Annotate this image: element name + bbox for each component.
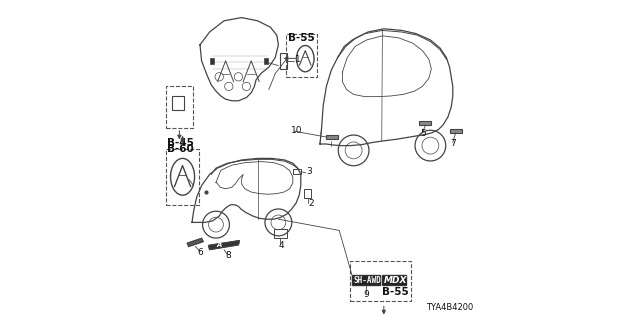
Bar (419, 121, 431, 125)
Bar (287, 34, 317, 77)
Bar (166, 86, 193, 128)
Polygon shape (187, 238, 204, 246)
Text: 2: 2 (308, 199, 314, 208)
Text: 10: 10 (291, 126, 303, 135)
Bar (352, 275, 380, 285)
Polygon shape (209, 241, 239, 250)
Text: 8: 8 (225, 251, 231, 260)
Bar (172, 96, 184, 110)
Bar (264, 58, 269, 64)
Text: TYA4B4200: TYA4B4200 (426, 303, 474, 312)
Bar (381, 275, 406, 285)
Bar (351, 261, 411, 301)
Text: 6: 6 (198, 248, 204, 257)
Text: A: A (216, 242, 221, 248)
Text: B-45: B-45 (168, 138, 194, 148)
Bar (166, 149, 200, 205)
Text: B-55: B-55 (288, 33, 315, 43)
Text: 3: 3 (307, 167, 312, 176)
Text: 4: 4 (278, 241, 284, 250)
Text: 5: 5 (420, 129, 426, 138)
Bar (274, 229, 287, 238)
Bar (304, 189, 311, 198)
Text: 1: 1 (295, 55, 300, 64)
Text: B-55: B-55 (382, 287, 409, 297)
Text: SH-AWD: SH-AWD (354, 276, 381, 285)
Bar (280, 53, 287, 69)
Text: B-60: B-60 (168, 144, 194, 154)
Text: MDX: MDX (384, 276, 408, 285)
Bar (210, 58, 214, 64)
Text: 7: 7 (451, 139, 456, 148)
Bar (450, 129, 462, 133)
Text: 9: 9 (364, 290, 369, 299)
Bar (326, 135, 338, 139)
Bar (292, 169, 301, 174)
